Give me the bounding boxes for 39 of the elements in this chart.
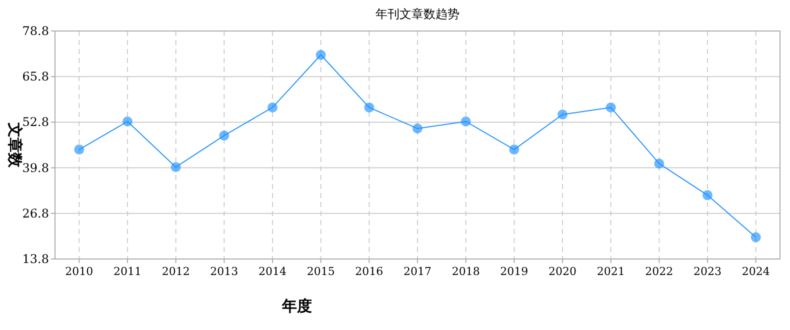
point: [316, 50, 326, 60]
x-tick-label: 2022: [645, 265, 674, 278]
x-tick-label: 2010: [65, 265, 94, 278]
point: [606, 102, 616, 112]
x-tick-label: 2015: [306, 265, 335, 278]
point: [558, 109, 568, 120]
point: [122, 116, 132, 126]
point: [509, 144, 520, 155]
x-tick-label: 2011: [114, 265, 142, 278]
y-tick-label: 52.8: [22, 115, 49, 130]
y-tick-label: 39.8: [22, 160, 49, 175]
x-tick-label: 2014: [258, 265, 286, 278]
y-axis-title: 文章数: [6, 122, 24, 168]
x-tick-label: 2012: [162, 265, 190, 278]
point: [702, 190, 712, 200]
x-tick-label: 2023: [694, 265, 722, 278]
point: [412, 124, 422, 134]
x-tick-label: 2018: [452, 265, 480, 278]
x-tick-label: 2016: [355, 265, 384, 278]
x-tick-label: 2021: [596, 265, 625, 278]
x-axis-title: 年度: [281, 297, 312, 315]
y-tick-label: 78.8: [22, 24, 49, 38]
y-tick-label: 13.8: [22, 252, 49, 266]
point: [268, 102, 278, 112]
x-tick-label: 2013: [210, 265, 238, 278]
point: [460, 116, 471, 126]
point: [364, 102, 374, 112]
x-tick-label: 2019: [500, 265, 528, 278]
x-tick-label: 2020: [548, 265, 576, 278]
x-tick-label: 2017: [404, 265, 432, 278]
point: [654, 158, 664, 169]
point: [219, 130, 230, 141]
point: [750, 232, 761, 242]
chart-title: 年刊文章数趋势: [376, 7, 460, 21]
y-tick-label: 65.8: [22, 70, 49, 84]
point: [170, 162, 181, 172]
point: [74, 144, 84, 155]
y-tick-label: 26.8: [22, 206, 49, 220]
x-tick-label: 2024: [742, 265, 770, 278]
